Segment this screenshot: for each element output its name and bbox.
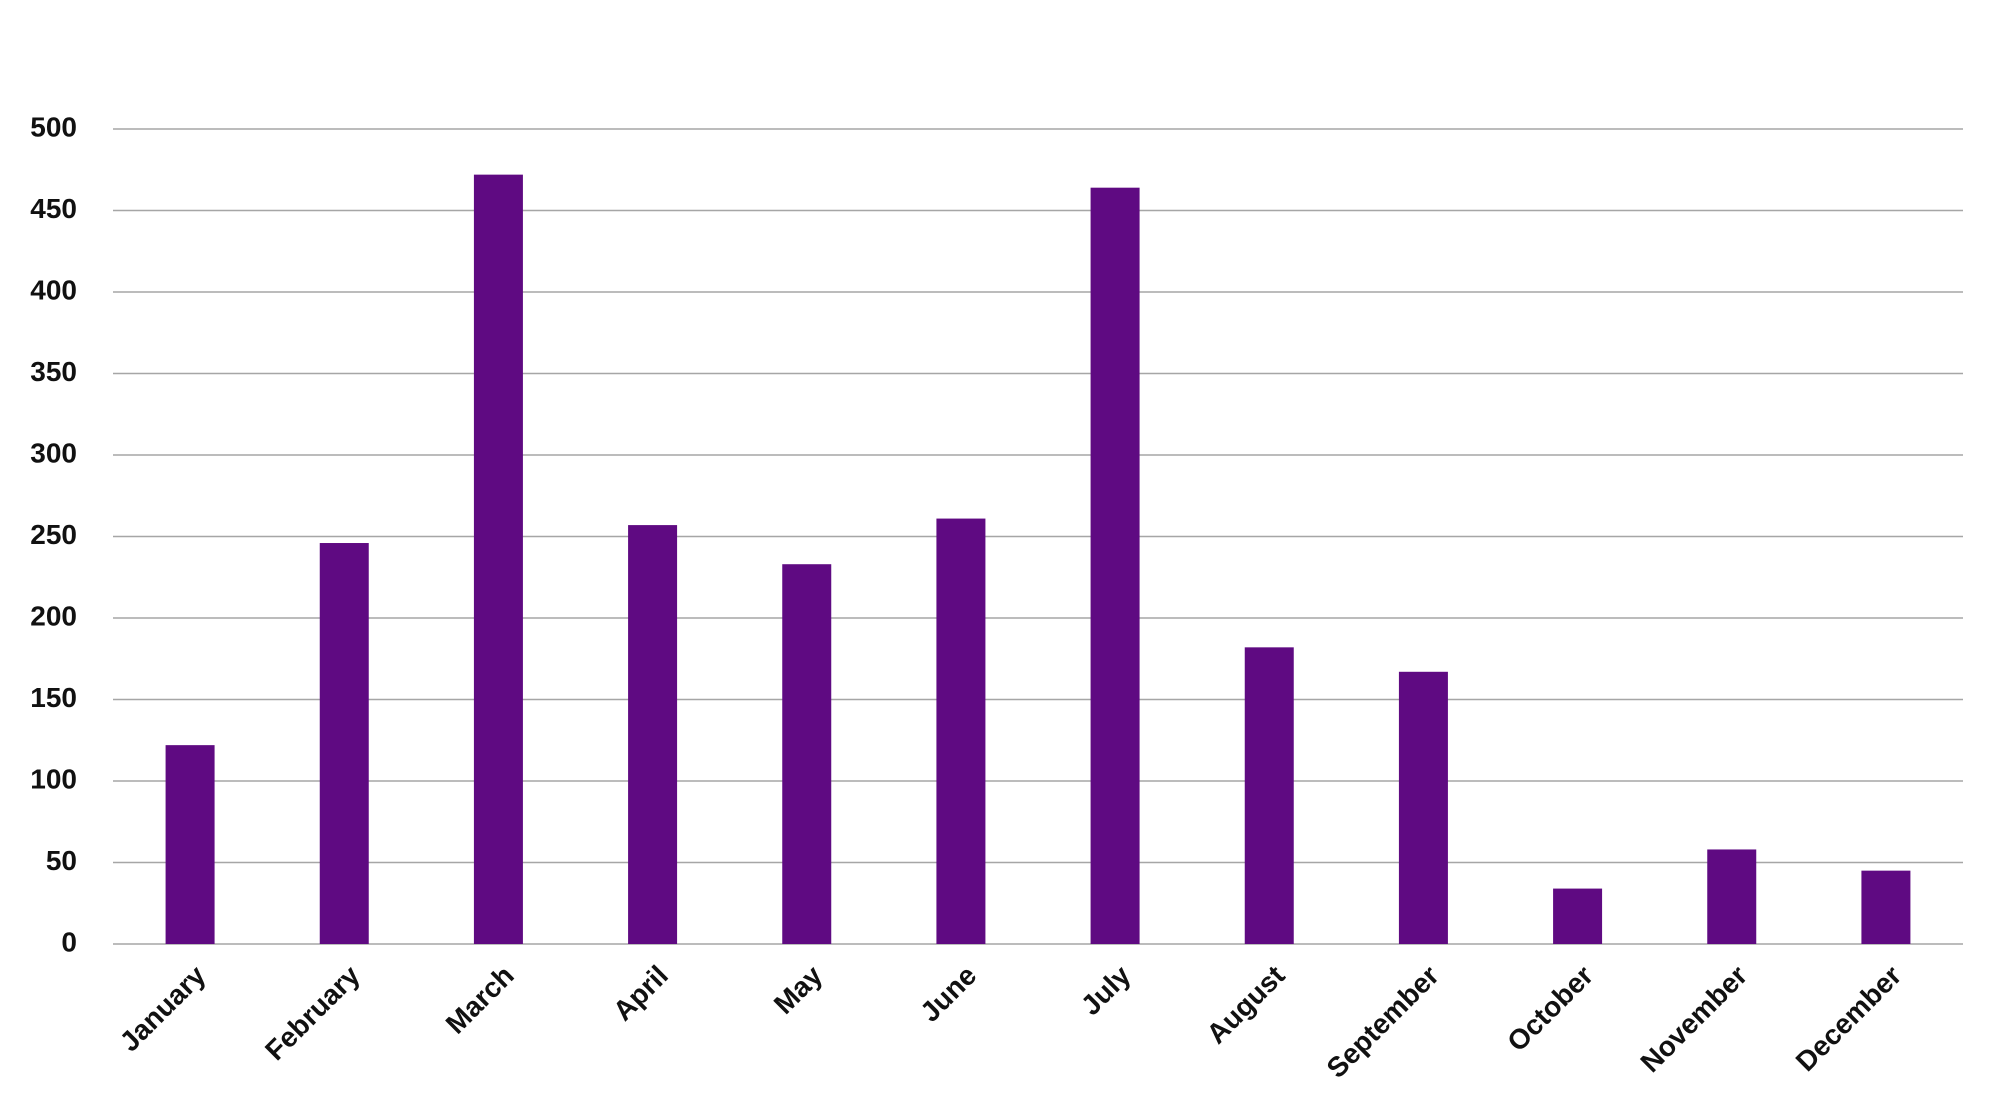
x-tick-label: July — [1075, 959, 1137, 1021]
x-tick-label: June — [914, 960, 982, 1028]
bar — [319, 543, 369, 944]
x-tick-label: August — [1201, 960, 1291, 1050]
bar — [1244, 647, 1294, 944]
bar — [165, 745, 215, 944]
x-tick-label: March — [440, 960, 520, 1040]
y-tick-label: 250 — [30, 519, 77, 550]
y-tick-label: 400 — [30, 274, 77, 305]
bar — [1861, 870, 1911, 944]
bar — [1090, 187, 1140, 944]
x-tick-label: December — [1790, 959, 1908, 1077]
y-tick-label: 500 — [30, 111, 77, 142]
y-tick-label: 200 — [30, 600, 77, 631]
bar — [782, 564, 832, 944]
x-tick-label: September — [1321, 959, 1445, 1083]
y-tick-label: 450 — [30, 193, 77, 224]
x-tick-label: May — [768, 959, 829, 1020]
bar — [936, 518, 986, 944]
x-tick-label: January — [114, 959, 212, 1057]
y-tick-label: 300 — [30, 437, 77, 468]
y-tick-label: 350 — [30, 356, 77, 387]
y-tick-label: 50 — [46, 845, 77, 876]
x-tick-label: November — [1634, 959, 1753, 1078]
x-tick-label: October — [1501, 959, 1599, 1057]
bar — [1707, 849, 1757, 944]
bar — [628, 525, 678, 944]
bar — [473, 174, 523, 944]
bar — [1398, 671, 1448, 944]
x-tick-label: April — [607, 960, 674, 1027]
y-tick-label: 150 — [30, 682, 77, 713]
bar — [1553, 888, 1603, 944]
x-tick-label: February — [259, 959, 366, 1066]
y-tick-label: 0 — [61, 926, 77, 957]
y-tick-label: 100 — [30, 763, 77, 794]
